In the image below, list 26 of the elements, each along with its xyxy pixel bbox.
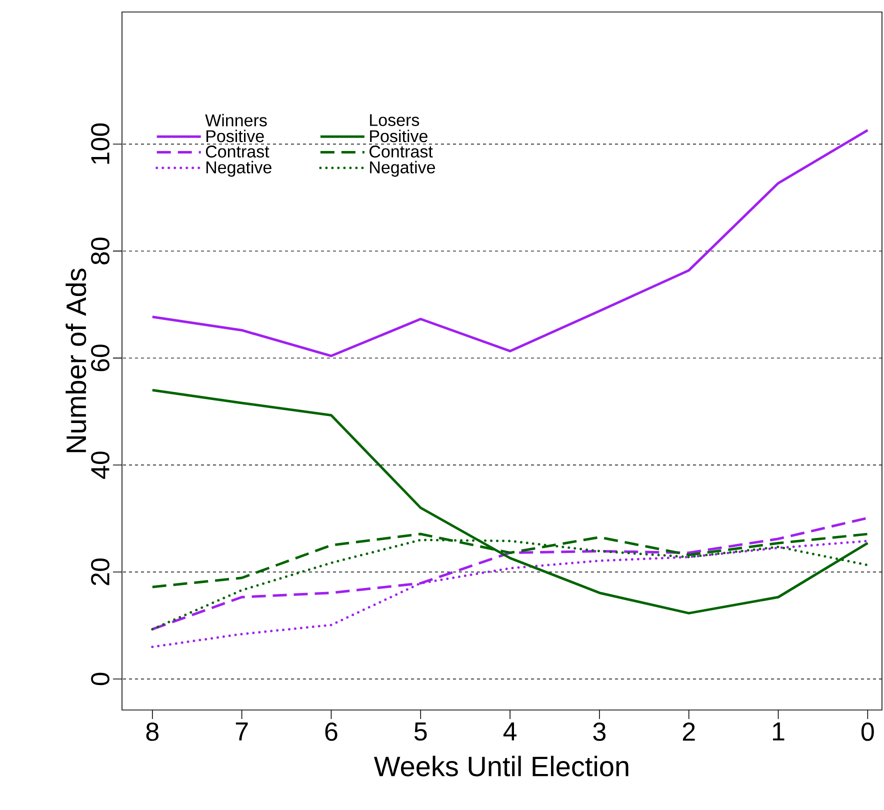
x-tick-label: 6 <box>325 722 338 741</box>
y-tick-label: 60 <box>91 344 110 372</box>
x-tick-label: 4 <box>503 722 517 740</box>
x-tick-label: 3 <box>593 722 606 741</box>
legend-label: Negative <box>206 160 272 177</box>
y-tick-label: 100 <box>91 123 110 164</box>
x-tick-label: 7 <box>236 722 248 740</box>
legend-label: Contrast <box>206 146 270 158</box>
y-tick-label: 80 <box>91 238 110 264</box>
line-series <box>151 128 869 358</box>
legend-label: Positive <box>370 130 428 142</box>
x-tick-label: 2 <box>682 722 695 741</box>
legend-label: Contrast <box>370 146 433 158</box>
y-axis-title: Number of Ads <box>66 268 86 452</box>
x-tick-label: 0 <box>861 722 874 741</box>
y-tick-label: 0 <box>91 672 110 686</box>
legend-label: Negative <box>370 160 436 177</box>
x-tick-label: 8 <box>146 722 158 741</box>
legend-label: Positive <box>206 130 264 142</box>
x-tick-label: 5 <box>414 722 427 741</box>
x-tick-label: 1 <box>773 722 784 740</box>
annotation: Winners <box>205 114 267 126</box>
y-tick-label: 20 <box>91 558 110 586</box>
annotation: Losers <box>370 114 420 126</box>
x-axis-title: Weeks Until Election <box>374 756 628 776</box>
y-tick-label: 40 <box>91 452 110 479</box>
